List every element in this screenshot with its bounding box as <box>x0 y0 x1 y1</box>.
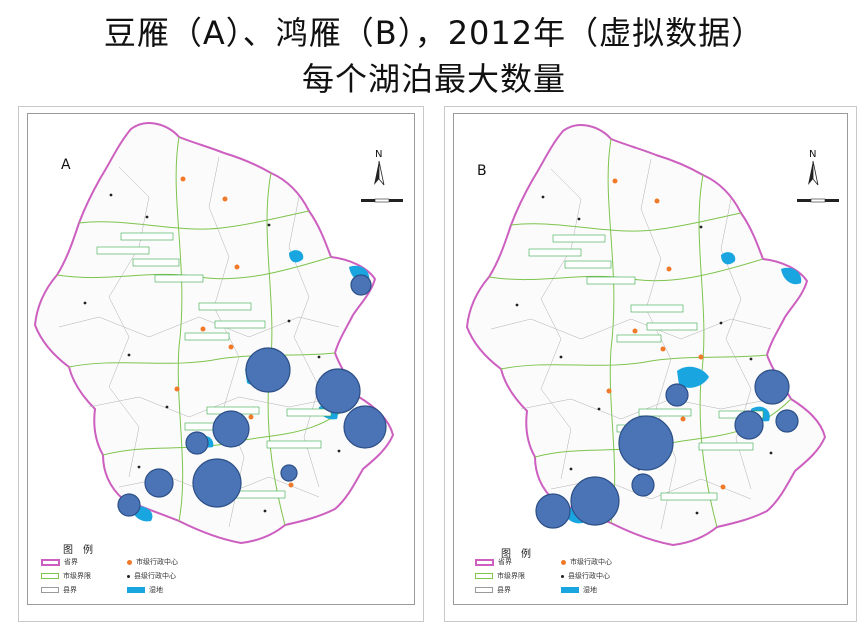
legend-item-city-border-a: 市级界限 <box>41 571 91 581</box>
legend-label: 省界 <box>64 558 78 566</box>
legend-swatch-city-border <box>475 573 493 579</box>
legend-dot-county-center <box>127 574 130 578</box>
legend-item-county-b: 县界 <box>475 585 511 595</box>
legend-label: 县级行政中心 <box>134 572 176 580</box>
bubble-a-6 <box>185 431 209 455</box>
bubbles-a <box>117 274 387 517</box>
legend-label: 市级界限 <box>63 572 91 580</box>
legend-item-wetland-a: 湿地 <box>127 585 163 595</box>
bubble-a-9 <box>280 464 298 482</box>
bubbles-b <box>535 369 799 529</box>
bubble-a-10 <box>117 493 141 517</box>
bubble-b-2 <box>754 369 790 405</box>
legend-item-county-center-a: 县级行政中心 <box>127 571 176 581</box>
north-letter-b: N <box>809 149 817 160</box>
legend-swatch-province <box>41 558 60 566</box>
north-arrow-icon <box>808 160 819 186</box>
legend-label: 湿地 <box>149 586 163 594</box>
north-arrow-a: N <box>361 149 401 197</box>
scale-bar-b <box>797 198 839 203</box>
north-letter-a: N <box>375 149 383 160</box>
map-a-canvas <box>33 122 403 545</box>
panel-label-b: B <box>477 163 487 179</box>
figure-title-line-1: 豆雁（A）、鸿雁（B），2012年（虚拟数据） <box>103 14 765 52</box>
scale-bar-a <box>361 198 403 203</box>
legend-item-county-center-b: 县级行政中心 <box>561 571 610 581</box>
city-centers-a <box>174 176 294 488</box>
legend-label: 市级行政中心 <box>570 558 612 566</box>
legend-a: 省界 市级界限 县界 市级行政中心 县级行政中心 湿地 <box>41 557 241 609</box>
label-boxes-a <box>96 232 332 499</box>
bubble-a-1 <box>350 274 372 296</box>
legend-b: 省界 市级界限 县界 市级行政中心 县级行政中心 湿地 <box>475 557 675 609</box>
bubble-a-2 <box>245 347 291 393</box>
legend-item-city-center-a: 市级行政中心 <box>127 557 178 567</box>
legend-swatch-wetland <box>127 587 145 593</box>
legend-label: 县界 <box>497 586 511 594</box>
legend-item-province-b: 省界 <box>475 557 512 567</box>
legend-dot-city-center <box>127 559 132 565</box>
map-panel-a: A N 图例 省界 市级界限 县界 市级行政中心 县级行政中心 湿地 <box>18 106 424 622</box>
legend-swatch-county <box>475 587 493 593</box>
legend-swatch-county <box>41 587 59 593</box>
bubble-b-5 <box>618 415 674 471</box>
legend-label: 湿地 <box>583 586 597 594</box>
bubble-a-5 <box>212 410 250 448</box>
legend-title-a: 图例 <box>63 545 103 556</box>
legend-label: 市级界限 <box>497 572 525 580</box>
legend-item-city-center-b: 市级行政中心 <box>561 557 612 567</box>
bubble-b-7 <box>570 476 620 526</box>
north-arrow-b: N <box>795 149 835 197</box>
legend-swatch-city-border <box>41 573 59 579</box>
legend-item-county-a: 县界 <box>41 585 77 595</box>
map-frame-b <box>453 113 848 605</box>
legend-item-wetland-b: 湿地 <box>561 585 597 595</box>
legend-title-b: 图例 <box>501 549 541 560</box>
legend-label: 县界 <box>63 586 77 594</box>
bubble-b-6 <box>631 473 655 497</box>
bubble-a-4 <box>343 405 387 449</box>
legend-label: 市级行政中心 <box>136 558 178 566</box>
legend-label: 县级行政中心 <box>568 572 610 580</box>
bubble-b-1 <box>665 383 689 407</box>
bubble-a-7 <box>144 468 174 498</box>
north-arrow-icon <box>374 160 385 186</box>
legend-item-province-a: 省界 <box>41 557 78 567</box>
bubble-b-4 <box>775 409 799 433</box>
panel-label-a: A <box>61 157 71 173</box>
figure-title-line-2: 每个湖泊最大数量 <box>301 60 566 98</box>
map-panel-b: B N 图例 省界 市级界限 县界 市级行政中心 县级行政中心 湿地 <box>444 106 857 622</box>
city-centers-b <box>606 178 726 490</box>
legend-label: 省界 <box>498 558 512 566</box>
map-frame-a <box>27 113 415 605</box>
bubble-b-8 <box>535 493 571 529</box>
bubble-b-3 <box>734 410 764 440</box>
legend-swatch-province <box>475 558 494 566</box>
bubble-a-8 <box>192 458 242 508</box>
legend-dot-city-center <box>561 559 566 565</box>
legend-swatch-wetland <box>561 587 579 593</box>
map-b-canvas <box>465 124 839 547</box>
legend-item-city-border-b: 市级界限 <box>475 571 525 581</box>
bubble-a-3 <box>315 368 361 414</box>
legend-dot-county-center <box>561 574 564 578</box>
